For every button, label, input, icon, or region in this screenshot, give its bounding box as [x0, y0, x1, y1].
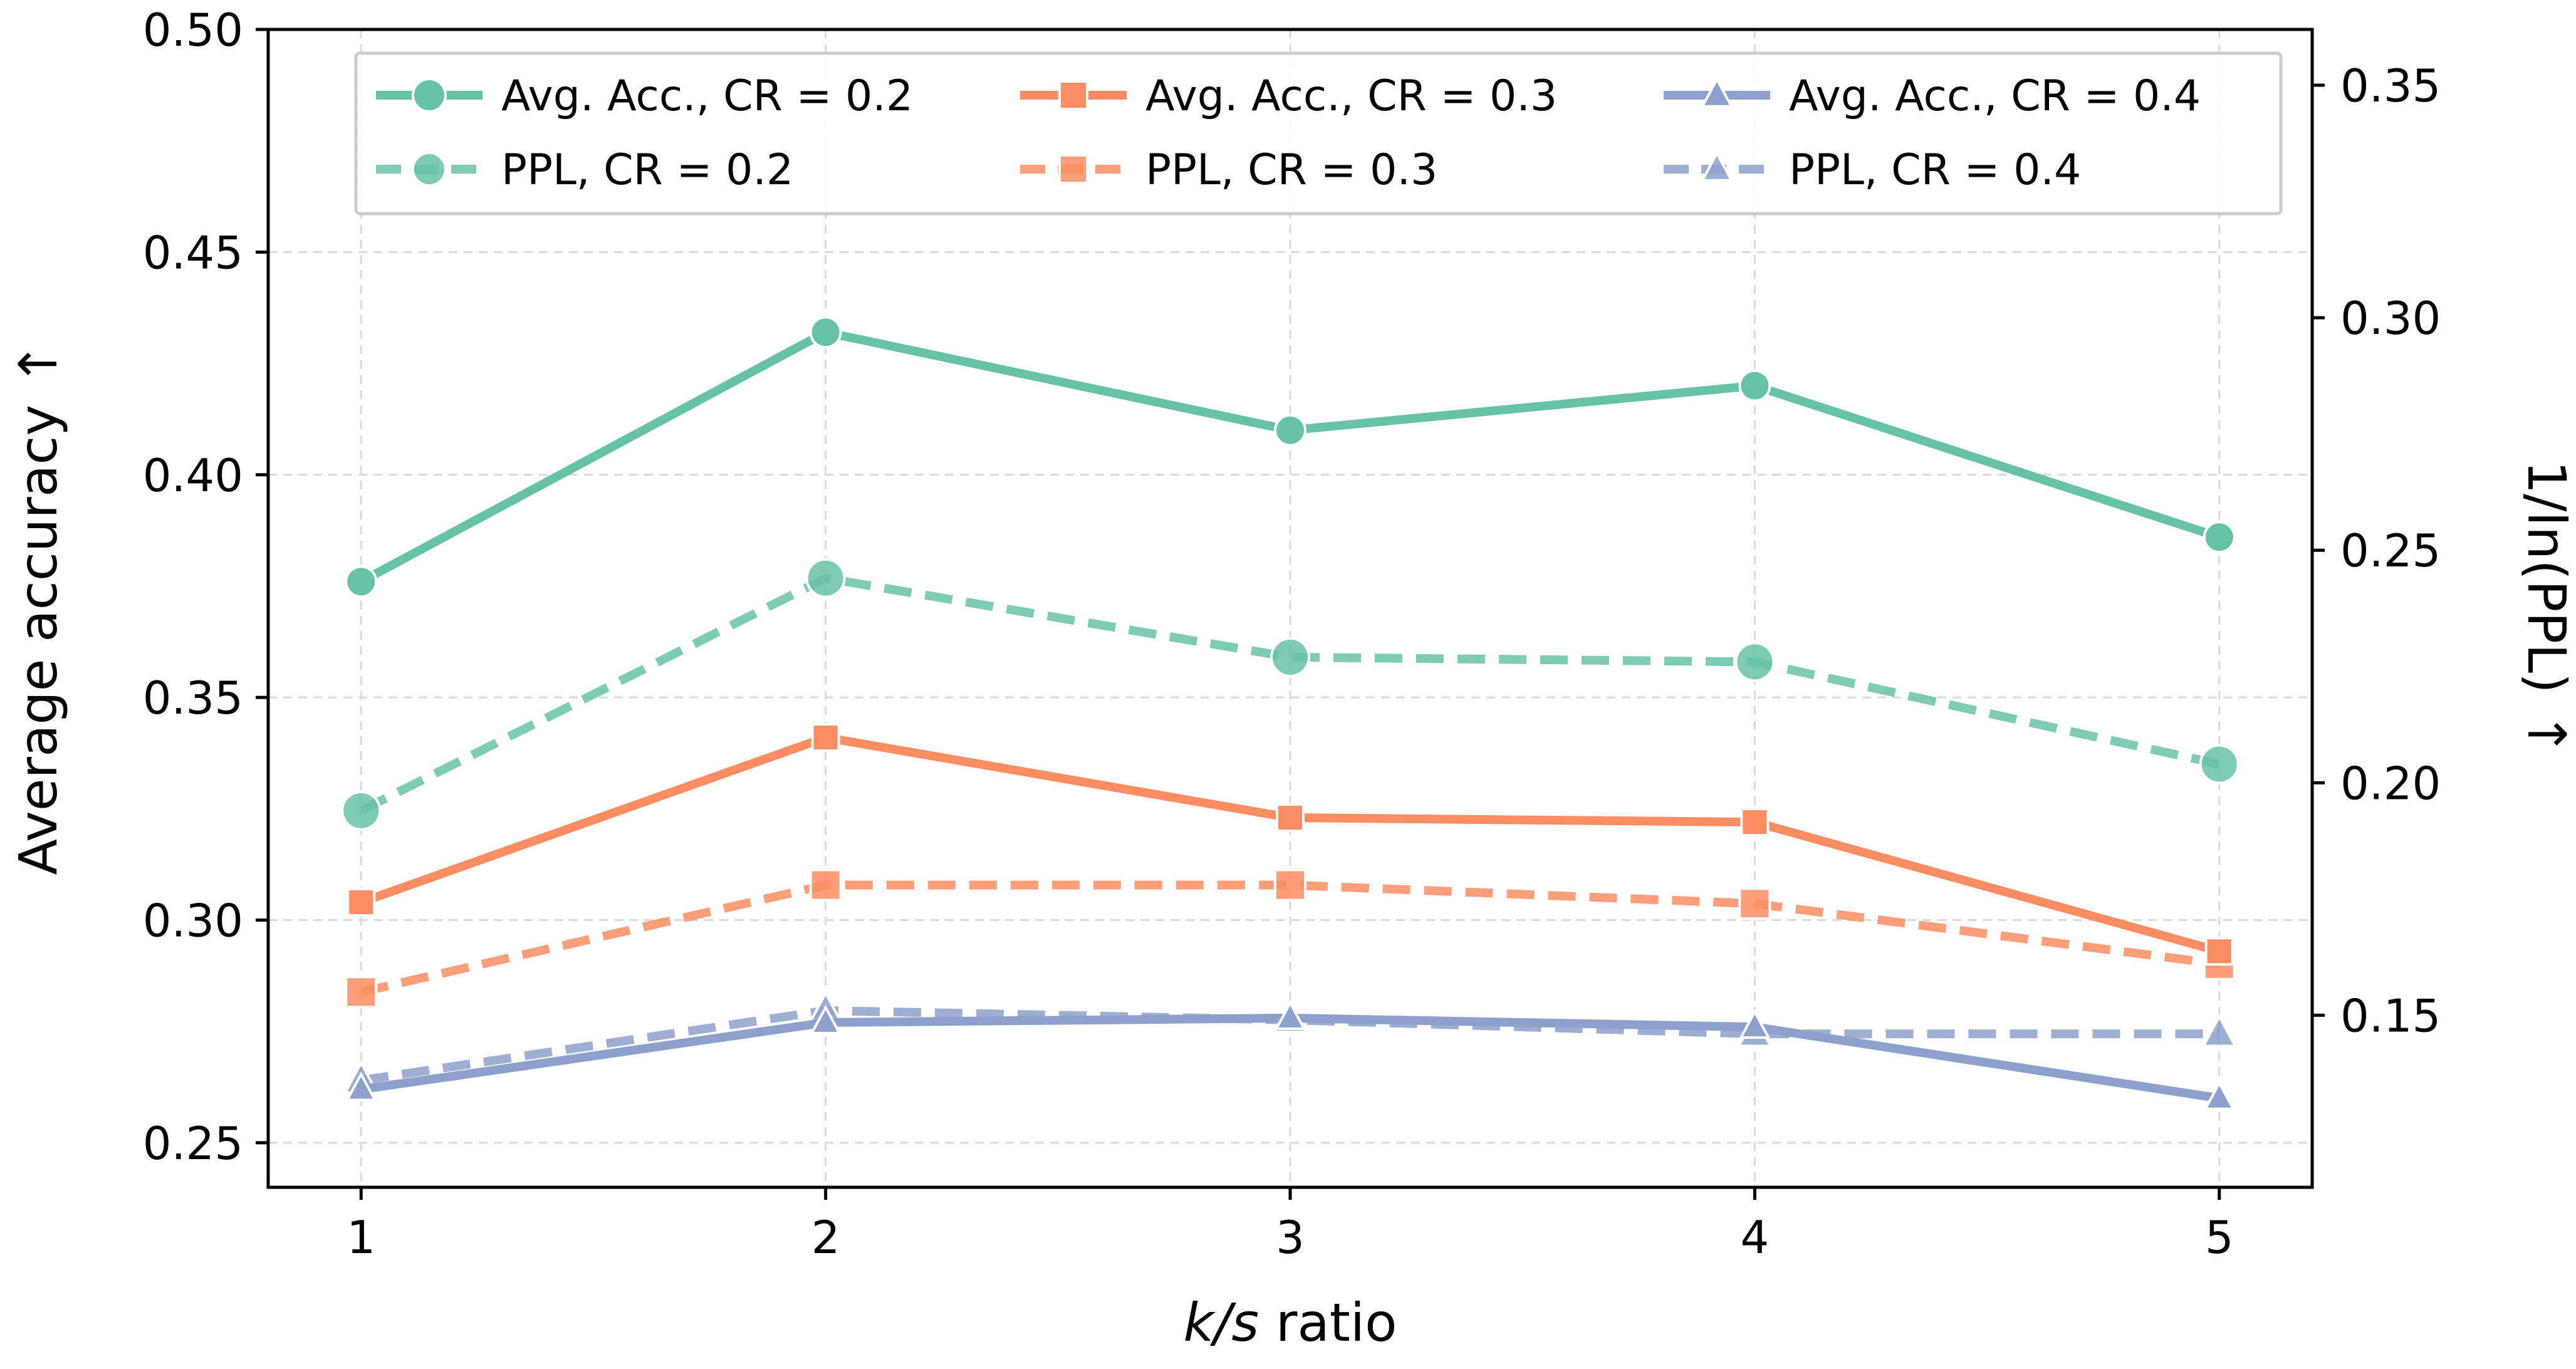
data-point [1738, 1009, 1771, 1039]
series-ppl-cr-0-2 [341, 558, 2240, 831]
x-axis-title: k/s ratio [1183, 1292, 1397, 1353]
y2-tick-label: 0.35 [2340, 60, 2441, 112]
y-tick-label: 0.50 [143, 4, 243, 56]
y-axis-title: Average accuracy ↑ [8, 341, 69, 875]
legend-label: Avg. Acc., CR = 0.4 [1789, 71, 2201, 121]
series-layer [341, 316, 2240, 1110]
data-point [1274, 868, 1306, 902]
legend-box [354, 51, 2283, 216]
legend-item: PPL, CR = 0.4 [1664, 145, 2081, 195]
data-point [1740, 808, 1770, 837]
data-point [2199, 744, 2240, 784]
data-point [2201, 1014, 2238, 1048]
series-ppl-cr-0-3 [345, 868, 2236, 1009]
series-avg-acc-cr-0-2 [345, 316, 2236, 598]
legend-marker [412, 152, 447, 187]
y-tick-label: 0.25 [143, 1117, 243, 1170]
y2-axis-arrow: ↑ [2516, 712, 2576, 756]
legend-label: PPL, CR = 0.3 [1145, 145, 1437, 195]
legend-item: Avg. Acc., CR = 0.2 [376, 71, 913, 121]
legend-marker [1700, 150, 1734, 182]
data-point [1734, 642, 1775, 682]
y-tick-label: 0.40 [143, 449, 243, 502]
data-point [1270, 637, 1310, 677]
legend: Avg. Acc., CR = 0.2 Avg. Acc., CR = 0.3 Av… [354, 51, 2283, 216]
legend-item: PPL, CR = 0.2 [376, 145, 793, 195]
legend-marker [1700, 76, 1734, 108]
data-point [1738, 887, 1771, 920]
data-point [345, 976, 378, 1009]
data-point [1276, 803, 1305, 833]
y-tick-label: 0.30 [143, 895, 243, 947]
data-point [1274, 414, 1306, 447]
data-point [1738, 369, 1771, 402]
legend-item: Avg. Acc., CR = 0.4 [1664, 71, 2201, 121]
data-point [341, 790, 382, 831]
data-point [345, 565, 378, 598]
legend-marker [412, 78, 447, 113]
y-axis-title-text: Average accuracy [8, 405, 69, 875]
y-tick-label: 0.35 [143, 672, 243, 724]
data-point [2203, 521, 2236, 554]
x-tick-label: 4 [1740, 1211, 1769, 1264]
data-point [1274, 1000, 1306, 1030]
x-tick-label: 1 [347, 1211, 375, 1264]
x-axis-title-rest: ratio [1259, 1292, 1397, 1353]
data-point [810, 1004, 842, 1034]
legend-item: Avg. Acc., CR = 0.3 [1020, 71, 1557, 121]
legend-marker [1058, 80, 1088, 110]
y-tick-label: 0.45 [143, 226, 243, 279]
y2-tick-label: 0.30 [2340, 292, 2441, 345]
data-point [345, 1071, 377, 1101]
x-tick-label: 5 [2205, 1211, 2234, 1264]
data-point [809, 316, 842, 349]
axes: 1 2 3 4 5 0.25 0.30 0.35 0.40 0.45 0.50 0.15 0.20 0.2… [143, 4, 2441, 1264]
legend-label: PPL, CR = 0.4 [1789, 145, 2081, 195]
y-axis-arrow: ↑ [8, 341, 69, 385]
data-point [805, 558, 846, 598]
y2-axis-title: 1/ln(PPL) ↑ [2516, 461, 2576, 756]
series-line [359, 573, 2221, 815]
series-avg-acc-cr-0-4 [345, 1000, 2236, 1110]
legend-label: Avg. Acc., CR = 0.2 [501, 71, 913, 121]
legend-item: PPL, CR = 0.3 [1020, 145, 1437, 195]
legend-label: Avg. Acc., CR = 0.3 [1145, 71, 1557, 121]
y2-tick-label: 0.15 [2340, 989, 2441, 1042]
legend-label: PPL, CR = 0.2 [501, 145, 793, 195]
y2-tick-label: 0.25 [2340, 524, 2441, 577]
x-tick-label: 2 [811, 1211, 840, 1264]
series-avg-acc-cr-0-3 [347, 723, 2234, 966]
y2-tick-label: 0.20 [2340, 757, 2441, 809]
data-point [2204, 937, 2234, 966]
data-point [2203, 1080, 2236, 1110]
data-point [809, 868, 842, 902]
x-tick-label: 3 [1276, 1211, 1305, 1264]
data-point [811, 723, 840, 752]
data-point [347, 888, 376, 917]
legend-marker [1058, 154, 1088, 184]
y2-axis-title-text: 1/ln(PPL) [2516, 461, 2576, 694]
x-axis-title-italic: k/s [1183, 1292, 1259, 1353]
